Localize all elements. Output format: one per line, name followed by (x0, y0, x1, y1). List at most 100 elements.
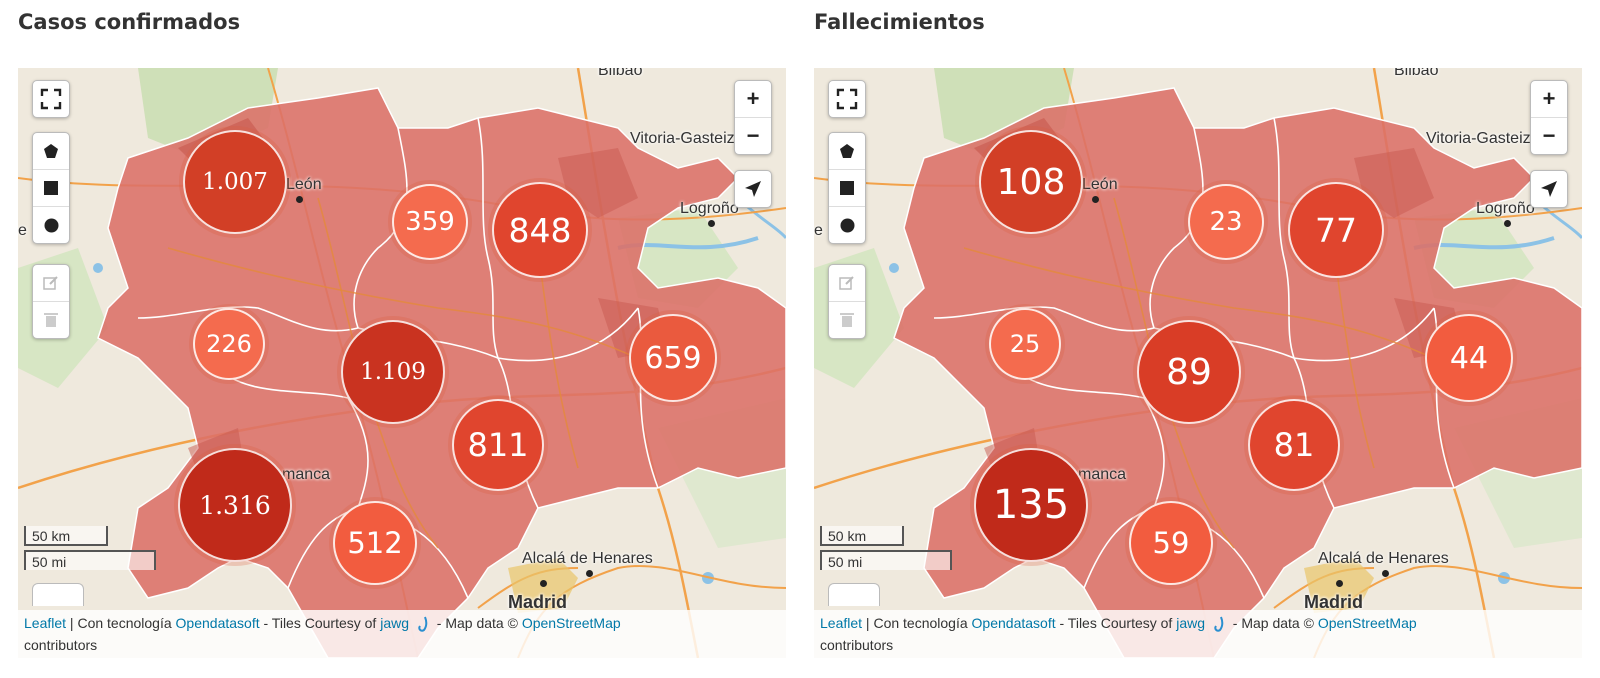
attribution-separator: | (66, 615, 78, 631)
city-dot-leon (296, 196, 303, 203)
city-dot-alcala (1382, 570, 1389, 577)
cluster-marker[interactable]: 108 (979, 130, 1083, 234)
draw-toolbar (828, 132, 866, 244)
edit-toolbar (828, 264, 866, 339)
zoom-in-button[interactable]: + (1542, 86, 1556, 111)
fullscreen-control (828, 80, 866, 118)
jawg-drop-icon (1214, 616, 1224, 632)
delete-layers-button[interactable] (829, 301, 865, 338)
fullscreen-button[interactable] (33, 81, 69, 117)
place-label-alcala: Alcalá de Henares (1318, 550, 1449, 567)
cluster-marker[interactable]: 659 (629, 314, 717, 402)
locate-button[interactable] (735, 171, 771, 207)
attribution-mapdata: - Map data © (1228, 615, 1318, 631)
cluster-count: 1.007 (202, 169, 268, 195)
cluster-marker[interactable]: 359 (392, 184, 468, 260)
draw-rectangle-button[interactable] (829, 169, 865, 206)
panel-title: Fallecimientos (814, 10, 985, 34)
cluster-marker[interactable]: 512 (333, 501, 417, 585)
trash-icon (840, 313, 854, 327)
cluster-marker[interactable]: 1.316 (178, 448, 292, 562)
attribution-contributors: contributors (24, 637, 98, 653)
cluster-marker[interactable]: 811 (452, 399, 544, 491)
attribution-separator: | (862, 615, 874, 631)
attribution-contributors: contributors (820, 637, 894, 653)
map-view[interactable]: Bilbao Vitoria-Gasteiz Logroño León e ma… (18, 68, 786, 658)
city-dot-madrid (1336, 580, 1343, 587)
edit-icon (43, 276, 58, 290)
place-label-salamanca: manca (1078, 466, 1127, 483)
cluster-marker[interactable]: 23 (1188, 184, 1264, 260)
circle-icon (44, 218, 58, 232)
osm-link[interactable]: OpenStreetMap (521, 615, 621, 631)
jawg-link[interactable]: jawg (1176, 615, 1205, 631)
place-label-vitoria: Vitoria-Gasteiz (1426, 130, 1531, 147)
cluster-count: 23 (1209, 207, 1243, 237)
cluster-marker[interactable]: 25 (989, 308, 1061, 380)
opendatasoft-link[interactable]: Opendatasoft (971, 615, 1056, 631)
attribution-powered: Con tecnología (873, 615, 972, 631)
cluster-marker[interactable]: 77 (1288, 182, 1384, 278)
locate-control (1530, 170, 1568, 208)
city-dot-logrono (708, 220, 715, 227)
leaflet-link[interactable]: Leaflet (24, 615, 67, 631)
opendatasoft-link[interactable]: Opendatasoft (175, 615, 260, 631)
fullscreen-button[interactable] (829, 81, 865, 117)
cluster-count: 811 (467, 426, 529, 464)
cluster-marker[interactable]: 226 (193, 308, 265, 380)
place-label-logrono: Logroño (680, 200, 739, 217)
scale-mi: 50 mi (24, 550, 156, 570)
place-label-leon: León (1082, 176, 1118, 193)
cluster-marker[interactable]: 848 (492, 182, 588, 278)
cluster-marker[interactable]: 44 (1425, 314, 1513, 402)
layers-control-button[interactable] (32, 583, 84, 606)
leaflet-link[interactable]: Leaflet (820, 615, 863, 631)
cluster-count: 1.316 (199, 490, 271, 520)
attribution-tiles: - Tiles Courtesy of (259, 615, 381, 631)
cluster-count: 512 (347, 526, 403, 560)
draw-circle-button[interactable] (33, 206, 69, 243)
cluster-marker[interactable]: 135 (974, 448, 1088, 562)
draw-circle-button[interactable] (829, 206, 865, 243)
location-arrow-icon (745, 181, 761, 197)
pentagon-icon (44, 144, 58, 158)
cluster-marker[interactable]: 59 (1129, 501, 1213, 585)
jawg-link[interactable]: jawg (380, 615, 409, 631)
scale-km: 50 km (820, 526, 904, 546)
zoom-in-button[interactable]: + (746, 86, 760, 111)
edit-icon (839, 276, 854, 290)
cluster-marker[interactable]: 89 (1137, 320, 1241, 424)
delete-layers-button[interactable] (33, 301, 69, 338)
zoom-out-button[interactable]: − (735, 117, 771, 154)
circle-icon (840, 218, 854, 232)
cluster-marker[interactable]: 1.007 (183, 130, 287, 234)
draw-polygon-button[interactable] (33, 133, 69, 169)
map-attribution: Leaflet | Con tecnología Opendatasoft - … (814, 610, 1582, 658)
draw-polygon-button[interactable] (829, 133, 865, 169)
scale-mi: 50 mi (820, 550, 952, 570)
cluster-count: 77 (1315, 210, 1357, 250)
cluster-count: 659 (644, 340, 702, 376)
edit-layers-button[interactable] (829, 265, 865, 301)
locate-button[interactable] (1531, 171, 1567, 207)
edit-layers-button[interactable] (33, 265, 69, 301)
city-dot-madrid (540, 580, 547, 587)
square-icon (840, 181, 854, 195)
draw-rectangle-button[interactable] (33, 169, 69, 206)
layers-control-button[interactable] (828, 583, 880, 606)
cluster-marker[interactable]: 1.109 (341, 320, 445, 424)
panel-casos-confirmados: Casos confirmados (18, 0, 786, 678)
osm-link[interactable]: OpenStreetMap (1317, 615, 1417, 631)
zoom-out-button[interactable]: − (1531, 117, 1567, 154)
cluster-count: 108 (996, 161, 1066, 203)
place-label-madrid: Madrid (1304, 592, 1364, 612)
cluster-count: 226 (206, 330, 252, 358)
attribution-mapdata: - Map data © (432, 615, 522, 631)
fullscreen-control (32, 80, 70, 118)
scale-km: 50 km (24, 526, 108, 546)
edit-toolbar (32, 264, 70, 339)
place-label-edge: e (18, 222, 27, 239)
cluster-marker[interactable]: 81 (1248, 399, 1340, 491)
map-view[interactable]: Bilbao Vitoria-Gasteiz Logroño León e ma… (814, 68, 1582, 658)
panel-title: Casos confirmados (18, 10, 241, 34)
